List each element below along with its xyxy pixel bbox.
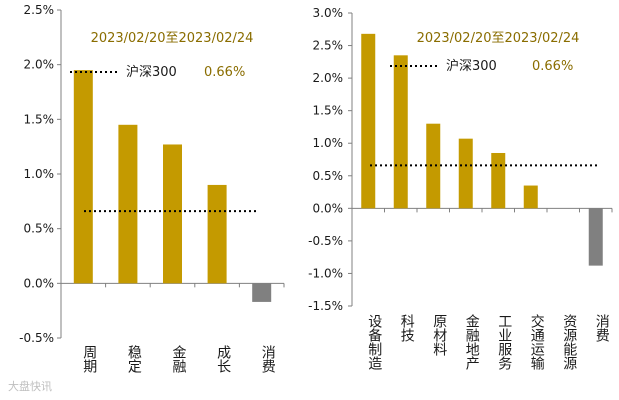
left-ytick-label: -0.5% — [19, 331, 54, 345]
left-ytick-label: 2.0% — [24, 58, 55, 72]
right-legend-value: 0.66% — [532, 59, 573, 74]
right-ytick-label: 0.5% — [313, 169, 344, 183]
right-category-label: 金融地产 — [464, 314, 480, 371]
right-bar — [426, 123, 441, 209]
left-bar — [207, 184, 227, 284]
right-date-range: 2023/02/20至2023/02/24 — [417, 31, 580, 46]
left-category-label: 金融 — [171, 345, 187, 373]
right-ytick-label: 3.0% — [313, 6, 344, 20]
left-category-label: 消费 — [260, 345, 276, 373]
right-bar — [458, 138, 473, 209]
right-ytick-label: -1.5% — [308, 299, 343, 313]
left-legend-label: 沪深300 — [126, 64, 177, 80]
right-ytick-label: 0.0% — [313, 201, 344, 215]
right-ytick-label: -0.5% — [308, 234, 343, 248]
left-bar — [163, 144, 182, 284]
left-category-label: 周期 — [81, 345, 97, 374]
right-category-label: 科技 — [399, 314, 415, 343]
right-category-label: 交通运输 — [529, 313, 545, 370]
right-ytick-label: 1.5% — [313, 104, 344, 118]
watermark: 大盘快讯 — [8, 379, 52, 393]
left-chart: -0.5% 0.0% 0.5% 1.0% 1.5% 2.0% 2.5% 周期 稳定 金融 成长 消费 2… — [19, 3, 285, 374]
right-category-label: 资源能源 — [561, 314, 577, 370]
right-bar — [523, 185, 538, 209]
left-bar — [252, 283, 272, 302]
left-date-range: 2023/02/20至2023/02/24 — [91, 31, 254, 46]
right-ytick-label: 2.0% — [313, 71, 344, 85]
right-bar — [393, 55, 408, 209]
right-category-label: 工业服务 — [496, 314, 512, 370]
right-category-label: 消费 — [594, 314, 610, 342]
left-ytick-label: 0.0% — [24, 276, 55, 290]
left-ytick-label: 0.5% — [24, 222, 55, 236]
right-legend-label: 沪深300 — [446, 58, 497, 74]
left-legend-value: 0.66% — [204, 65, 245, 80]
left-category-label: 成长 — [215, 345, 231, 373]
right-category-label: 原材料 — [431, 314, 447, 356]
left-ytick-label: 1.5% — [24, 112, 55, 126]
left-bar — [73, 70, 93, 284]
right-bar — [491, 152, 506, 209]
right-category-label: 设备制造 — [366, 314, 382, 371]
left-category-label: 稳定 — [126, 345, 142, 374]
right-ytick-label: 1.0% — [313, 136, 344, 150]
left-ytick-label: 2.5% — [24, 3, 55, 17]
right-chart: -1.5% -1.0% -0.5% 0.0% 0.5% 1.0% 1.5% 2.0% 2.5% 3… — [308, 6, 613, 371]
right-bar — [361, 33, 376, 209]
right-ytick-label: 2.5% — [313, 39, 344, 53]
left-ytick-label: 1.0% — [24, 167, 55, 181]
right-ytick-label: -1.0% — [308, 266, 343, 280]
right-bar — [588, 208, 603, 266]
left-bar — [118, 124, 138, 284]
